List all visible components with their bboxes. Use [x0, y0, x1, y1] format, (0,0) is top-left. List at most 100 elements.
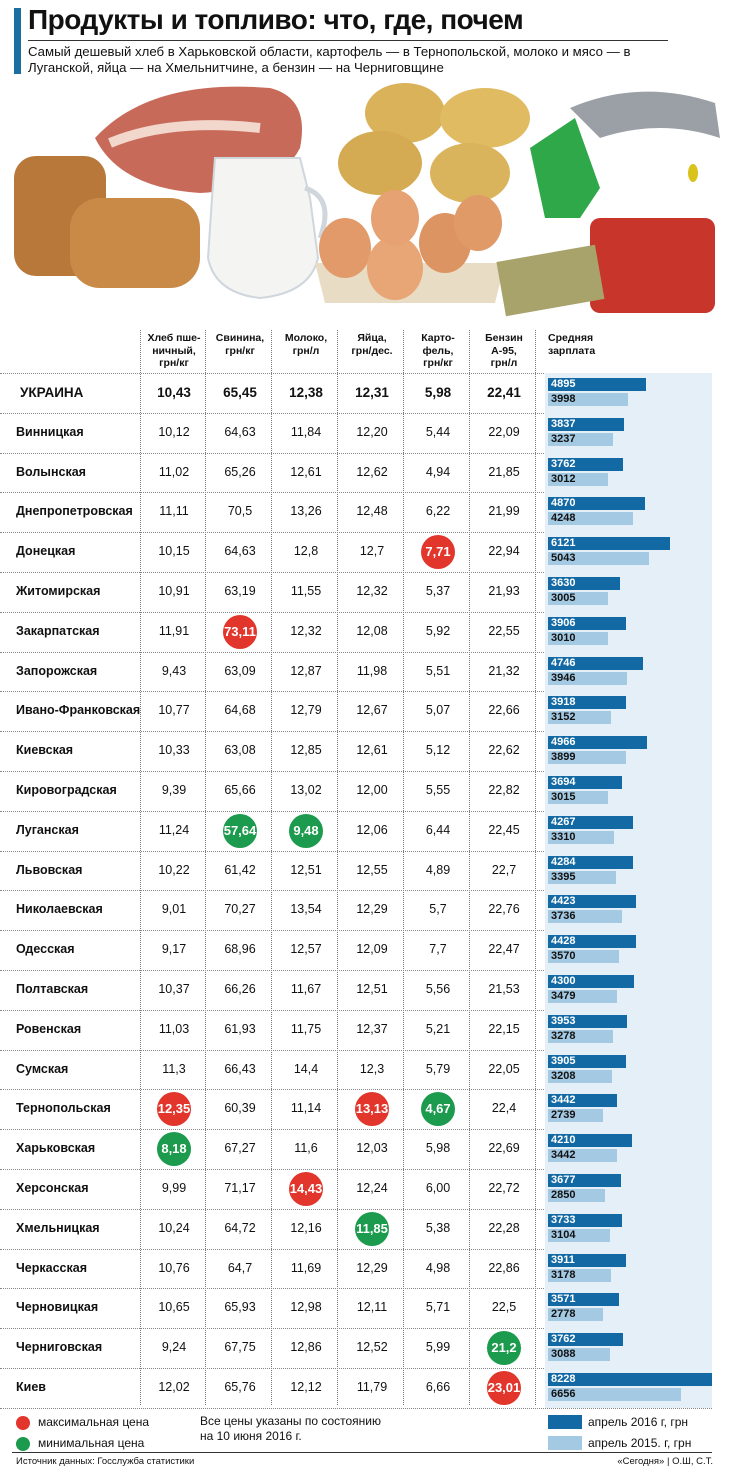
- row-divider: [0, 890, 712, 892]
- salary-2016-bar: 4895: [548, 378, 646, 391]
- price-cell: 63,19: [224, 583, 256, 598]
- salary-2015-bar: 3088: [548, 1348, 610, 1362]
- price-cell: 22,94: [488, 544, 520, 559]
- price-cell: 68,96: [224, 942, 256, 957]
- price-cell: 11,79: [356, 1379, 388, 1394]
- price-cell: 64,72: [224, 1220, 256, 1235]
- min-price-marker: 21,2: [487, 1331, 521, 1366]
- fuel-nozzle-illustration: [530, 118, 600, 218]
- price-cell: 21,99: [488, 504, 520, 519]
- price-cell: 12,48: [356, 504, 388, 519]
- salary-2015-bar: 3010: [548, 631, 608, 645]
- price-cell: 12,29: [356, 1260, 388, 1275]
- price-cell: 5,56: [425, 981, 451, 996]
- price-cell: 22,7: [491, 862, 517, 877]
- legend-2015-label: апрель 2015. г, грн: [588, 1436, 692, 1450]
- salary-2016-bar: 3953: [548, 1014, 627, 1028]
- price-cell: 9,39: [161, 782, 187, 797]
- page-subtitle: Самый дешевый хлеб в Харьковской области…: [28, 44, 631, 75]
- price-cell: 5,92: [425, 623, 451, 638]
- row-divider: [0, 970, 712, 971]
- column-header: Средняя зарплата: [548, 332, 596, 357]
- price-cell: 12,29: [356, 902, 388, 917]
- salary-2016-bar: 4300: [548, 975, 634, 988]
- price-cell: 11,03: [158, 1021, 190, 1036]
- price-cell: 10,33: [158, 743, 190, 758]
- price-cell: 12,38: [289, 384, 323, 400]
- column-header: Свинина, грн/кг: [215, 332, 265, 357]
- price-cell: 10,76: [158, 1260, 190, 1275]
- salary-2016-bar: 4267: [548, 815, 634, 829]
- column-header: Молоко, грн/л: [284, 332, 328, 357]
- legend-min-label: минимальная цена: [38, 1436, 145, 1450]
- salary-2016-bar: 3630: [548, 577, 621, 590]
- price-cell: 66,43: [224, 1061, 256, 1076]
- salary-2015-bar: 3104: [548, 1228, 610, 1242]
- price-cell: 10,22: [158, 862, 190, 877]
- legend-2016-label: апрель 2016 г, грн: [588, 1415, 688, 1429]
- price-cell: 11,84: [290, 424, 322, 439]
- price-cell: 12,00: [356, 782, 388, 797]
- row-divider: [0, 1208, 712, 1210]
- salary-2016-bar: 3905: [548, 1054, 626, 1068]
- row-divider: [0, 572, 712, 573]
- price-cell: 11,67: [290, 981, 322, 996]
- price-cell: 12,32: [356, 583, 388, 598]
- column-divider: [469, 330, 470, 1405]
- price-cell: 64,63: [224, 424, 256, 439]
- salary-2016-bar: 3442: [548, 1094, 617, 1108]
- title-rule: [28, 40, 668, 41]
- price-cell: 11,11: [159, 504, 189, 519]
- price-cell: 12,98: [290, 1300, 322, 1315]
- price-cell: 5,07: [425, 703, 451, 718]
- price-cell: 22,5: [491, 1300, 517, 1315]
- price-cell: 6,44: [425, 822, 451, 837]
- price-cell: 6,22: [425, 504, 451, 519]
- price-cell: 60,39: [224, 1101, 256, 1116]
- salary-2016-bar: 3762: [548, 1333, 623, 1347]
- price-cell: 5,98: [425, 1141, 451, 1156]
- price-cell: 22,05: [488, 1061, 520, 1076]
- price-cell: 12,7: [359, 544, 385, 559]
- price-cell: 10,24: [158, 1220, 190, 1235]
- row-divider: [0, 651, 712, 653]
- price-cell: 5,79: [425, 1061, 451, 1076]
- price-cell: 12,61: [290, 464, 322, 479]
- price-cell: 65,26: [224, 464, 256, 479]
- min-price-marker: 9,48: [289, 813, 323, 848]
- price-cell: 12,31: [355, 384, 389, 400]
- legend-max-label: максимальная цена: [38, 1415, 150, 1429]
- salary-2015-bar: 3178: [548, 1268, 612, 1282]
- price-cell: 22,4: [491, 1101, 517, 1116]
- price-cell: 11,24: [158, 822, 190, 837]
- row-divider: [0, 611, 712, 613]
- price-cell: 10,65: [158, 1300, 190, 1315]
- row-divider: [0, 492, 712, 494]
- money-illustration: [496, 244, 605, 317]
- column-header: Яйца, грн/дес.: [351, 332, 393, 357]
- max-price-marker: 13,13: [355, 1092, 389, 1127]
- salary-2016-bar: 3906: [548, 616, 626, 630]
- salary-2015-bar: 3899: [548, 751, 626, 765]
- footer-rule: [12, 1452, 712, 1453]
- price-cell: 22,41: [487, 384, 521, 400]
- credit-note: «Сегодня» | О.Ш, С.Т.: [617, 1456, 713, 1467]
- price-cell: 70,5: [227, 504, 253, 519]
- salary-2016-bar: 3911: [548, 1253, 626, 1267]
- salary-2015-bar: 3237: [548, 432, 613, 446]
- salary-2016-bar: 4284: [548, 855, 634, 869]
- price-cell: 11,91: [158, 623, 190, 638]
- region-label: Тернопольская: [16, 1101, 111, 1116]
- page-title: Продукты и топливо: что, где, почем: [28, 4, 524, 35]
- salary-2016-bar: 3571: [548, 1293, 620, 1307]
- egg-illustration: [319, 218, 371, 278]
- salary-2016-bar: 8228: [548, 1373, 712, 1386]
- price-cell: 65,93: [224, 1300, 256, 1315]
- price-cell: 11,14: [290, 1101, 322, 1116]
- row-divider: [0, 771, 712, 772]
- price-cell: 11,6: [294, 1141, 318, 1156]
- price-cell: 22,28: [488, 1220, 520, 1235]
- region-label: Донецкая: [16, 544, 76, 559]
- price-cell: 64,63: [224, 544, 256, 559]
- row-divider: [0, 1129, 712, 1131]
